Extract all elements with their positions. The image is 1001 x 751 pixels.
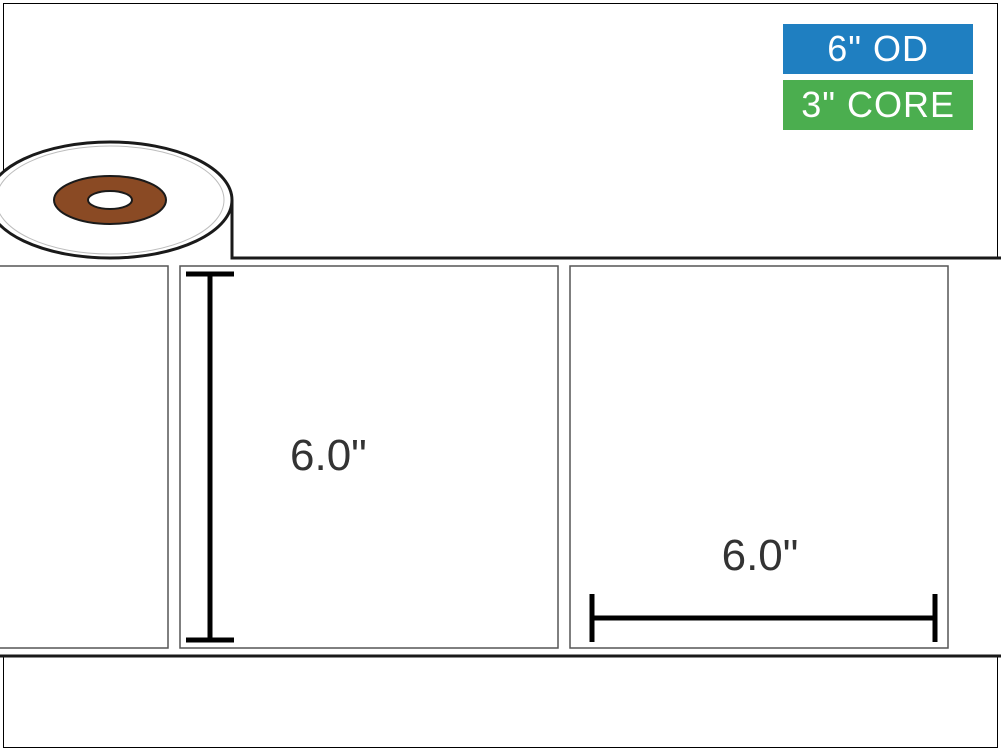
badge-core-label: 3" CORE: [801, 84, 955, 125]
width-dimension-label: 6.0": [722, 531, 799, 580]
badge-core: 3" CORE: [783, 80, 973, 130]
spec-badges: 6" OD 3" CORE: [783, 24, 973, 130]
height-dimension-label: 6.0": [290, 431, 367, 480]
badge-od-label: 6" OD: [827, 28, 929, 69]
badge-od: 6" OD: [783, 24, 973, 74]
roll-diagram: 6.0" 6.0": [0, 140, 1001, 700]
